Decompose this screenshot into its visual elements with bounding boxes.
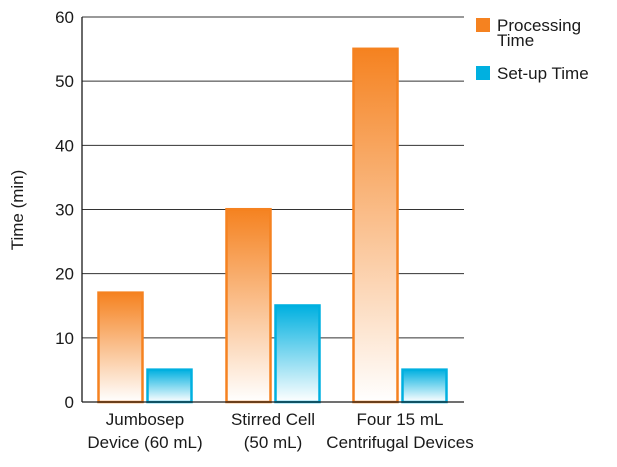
y-tick-label-10: 10 xyxy=(55,329,74,348)
bars xyxy=(99,49,447,402)
x-category-labels: Jumbosep Device (60 mL) Stirred Cell (50 mL… xyxy=(87,410,473,452)
y-tick-label-50: 50 xyxy=(55,72,74,91)
x-category-label-1-line2: (50 mL) xyxy=(244,433,303,452)
legend-swatch-setup-time xyxy=(476,66,490,80)
bar-setup-time-2 xyxy=(403,370,447,402)
grid-lines xyxy=(82,17,464,338)
x-category-label-0-line1: Jumbosep xyxy=(106,410,184,429)
y-tick-label-30: 30 xyxy=(55,201,74,220)
y-tick-label-0: 0 xyxy=(65,393,74,412)
y-tick-label-60: 60 xyxy=(55,8,74,27)
bar-processing-time-0 xyxy=(99,293,143,402)
bar-processing-time-1 xyxy=(227,209,271,402)
legend-label-processing-time-line2: Time xyxy=(497,31,534,50)
x-category-label-1-line1: Stirred Cell xyxy=(231,410,315,429)
y-axis-title: Time (min) xyxy=(8,170,27,251)
bar-setup-time-1 xyxy=(276,305,320,402)
x-category-label-0-line2: Device (60 mL) xyxy=(87,433,202,452)
bar-setup-time-0 xyxy=(148,370,192,402)
y-tick-label-20: 20 xyxy=(55,265,74,284)
x-category-label-2-line2: Centrifugal Devices xyxy=(326,433,473,452)
bar-processing-time-2 xyxy=(354,49,398,402)
y-tick-labels: 0 10 20 30 40 50 60 xyxy=(55,8,74,412)
legend-swatch-processing-time xyxy=(476,18,490,32)
y-tick-label-40: 40 xyxy=(55,136,74,155)
legend-label-setup-time-line1: Set-up Time xyxy=(497,64,589,83)
x-category-label-2-line1: Four 15 mL xyxy=(357,410,444,429)
